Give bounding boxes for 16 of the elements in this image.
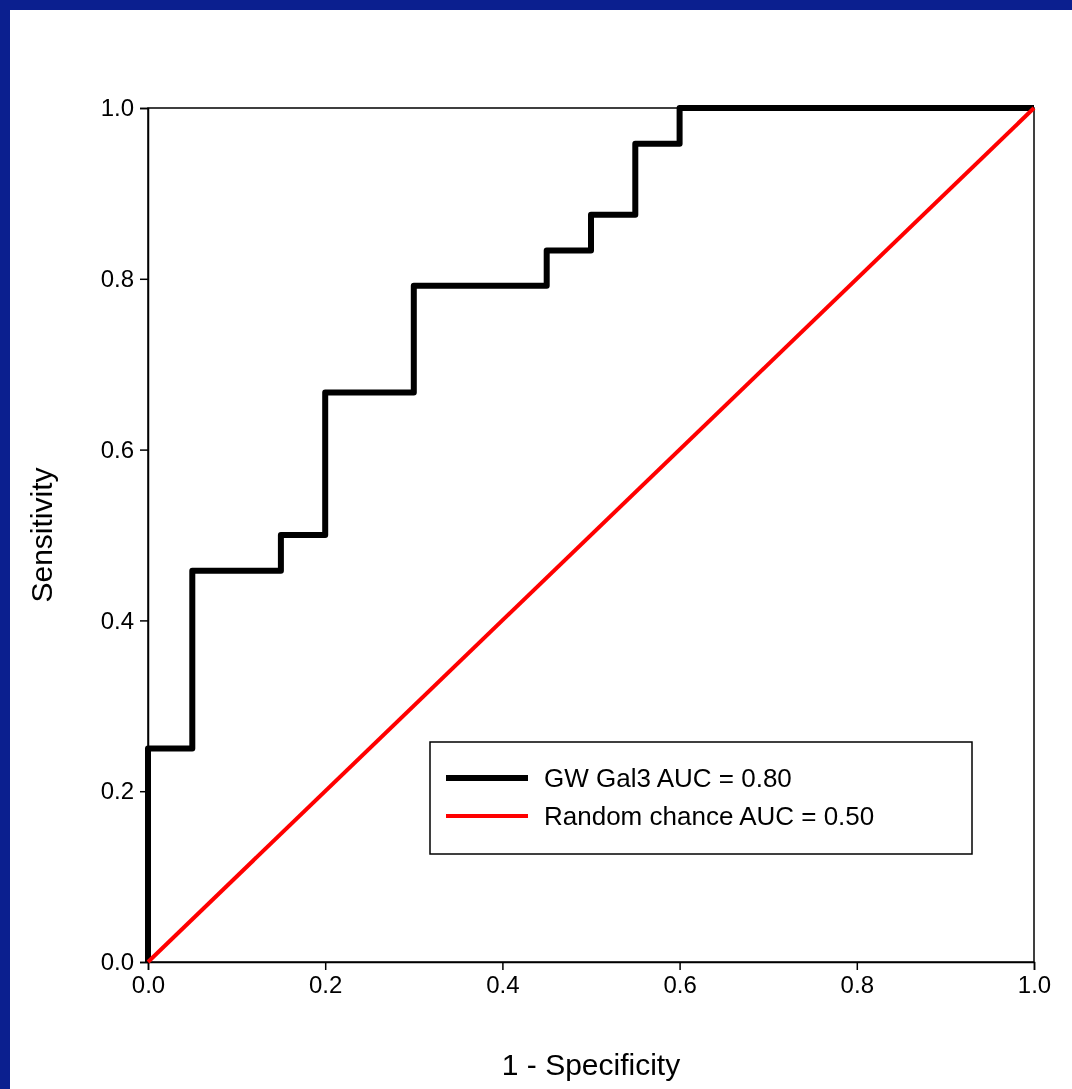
y-tick-label: 0.8 (100, 264, 134, 292)
x-axis-title: 1 - Specificity (501, 1048, 681, 1081)
x-tick-label: 0.8 (840, 971, 874, 999)
x-tick-label: 0.0 (131, 971, 166, 999)
x-tick-label: 0.4 (486, 971, 520, 999)
legend-label: GW Gal3 AUC = 0.80 (544, 763, 792, 793)
y-tick-label: 0.6 (100, 435, 134, 463)
legend-label: Random chance AUC = 0.50 (544, 801, 875, 831)
x-tick-label: 0.6 (663, 971, 697, 999)
x-tick-label: 0.2 (309, 971, 343, 999)
y-tick-label: 1.0 (100, 94, 134, 122)
y-tick-label: 0.2 (100, 777, 134, 805)
x-tick-label: 1.0 (1017, 971, 1052, 999)
y-axis-title: Sensitivity (25, 467, 58, 603)
y-tick-label: 0.0 (100, 948, 134, 976)
y-tick-label: 0.4 (100, 606, 134, 634)
